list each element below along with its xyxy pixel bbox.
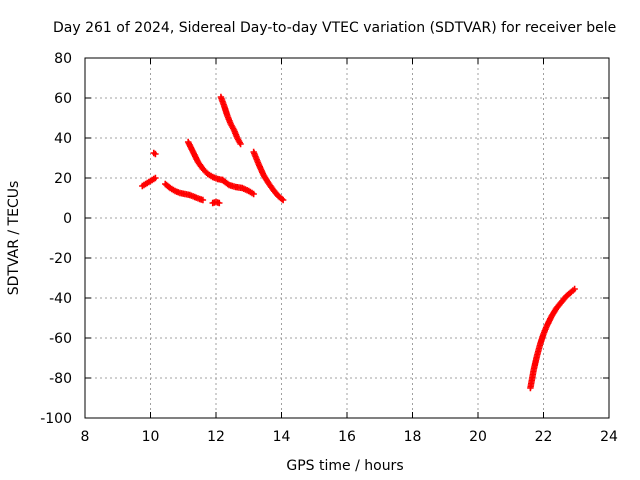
data-point — [199, 196, 207, 204]
x-axis-title: GPS time / hours — [286, 458, 403, 474]
data-point — [152, 150, 159, 158]
data-series-8 — [250, 148, 287, 204]
y-tick-label: -80 — [49, 371, 72, 387]
x-tick-label: 14 — [273, 429, 291, 445]
y-tick-label: -20 — [49, 251, 72, 267]
tick-labels: 8 10 12 14 16 18 20 22 24 -100 -80 -60 -40 -20 0 20 40 60… — [40, 51, 618, 445]
x-tick-label: 10 — [142, 429, 160, 445]
y-tick-label: -40 — [49, 291, 72, 307]
data-series-2 — [150, 149, 159, 158]
x-tick-label: 18 — [404, 429, 422, 445]
data-point — [152, 174, 159, 182]
y-tick-label: 80 — [54, 51, 72, 67]
data-series-3 — [162, 180, 207, 204]
data-point — [571, 285, 578, 293]
y-tick-label: 60 — [54, 91, 72, 107]
y-axis-title: SDTVAR / TECUs — [6, 181, 22, 296]
x-tick-label: 16 — [338, 429, 356, 445]
data-series-4 — [209, 198, 223, 207]
data-point — [237, 140, 244, 148]
y-tick-label: -100 — [40, 411, 72, 427]
x-tick-label: 20 — [469, 429, 487, 445]
x-tick-label: 12 — [207, 429, 225, 445]
y-tick-label: -60 — [49, 331, 72, 347]
chart-title: Day 261 of 2024, Sidereal Day-to-day VTE… — [53, 20, 616, 36]
data-point — [216, 199, 223, 207]
y-tick-label: 0 — [63, 211, 72, 227]
y-tick-label: 40 — [54, 131, 72, 147]
x-tick-label: 8 — [81, 429, 90, 445]
data-series-9 — [527, 285, 578, 392]
data-point-trace — [278, 195, 286, 203]
data-points — [139, 93, 578, 392]
y-tick-label: 20 — [54, 171, 72, 187]
axis-ticks — [84, 57, 610, 419]
x-tick-label: 22 — [535, 429, 553, 445]
data-series-7 — [219, 176, 257, 198]
data-point — [279, 196, 287, 204]
data-series-1 — [139, 174, 159, 190]
data-series-6 — [217, 93, 244, 148]
grid — [85, 58, 609, 418]
x-tick-label: 24 — [600, 429, 618, 445]
data-point — [250, 190, 257, 198]
data-series-5 — [184, 138, 226, 184]
